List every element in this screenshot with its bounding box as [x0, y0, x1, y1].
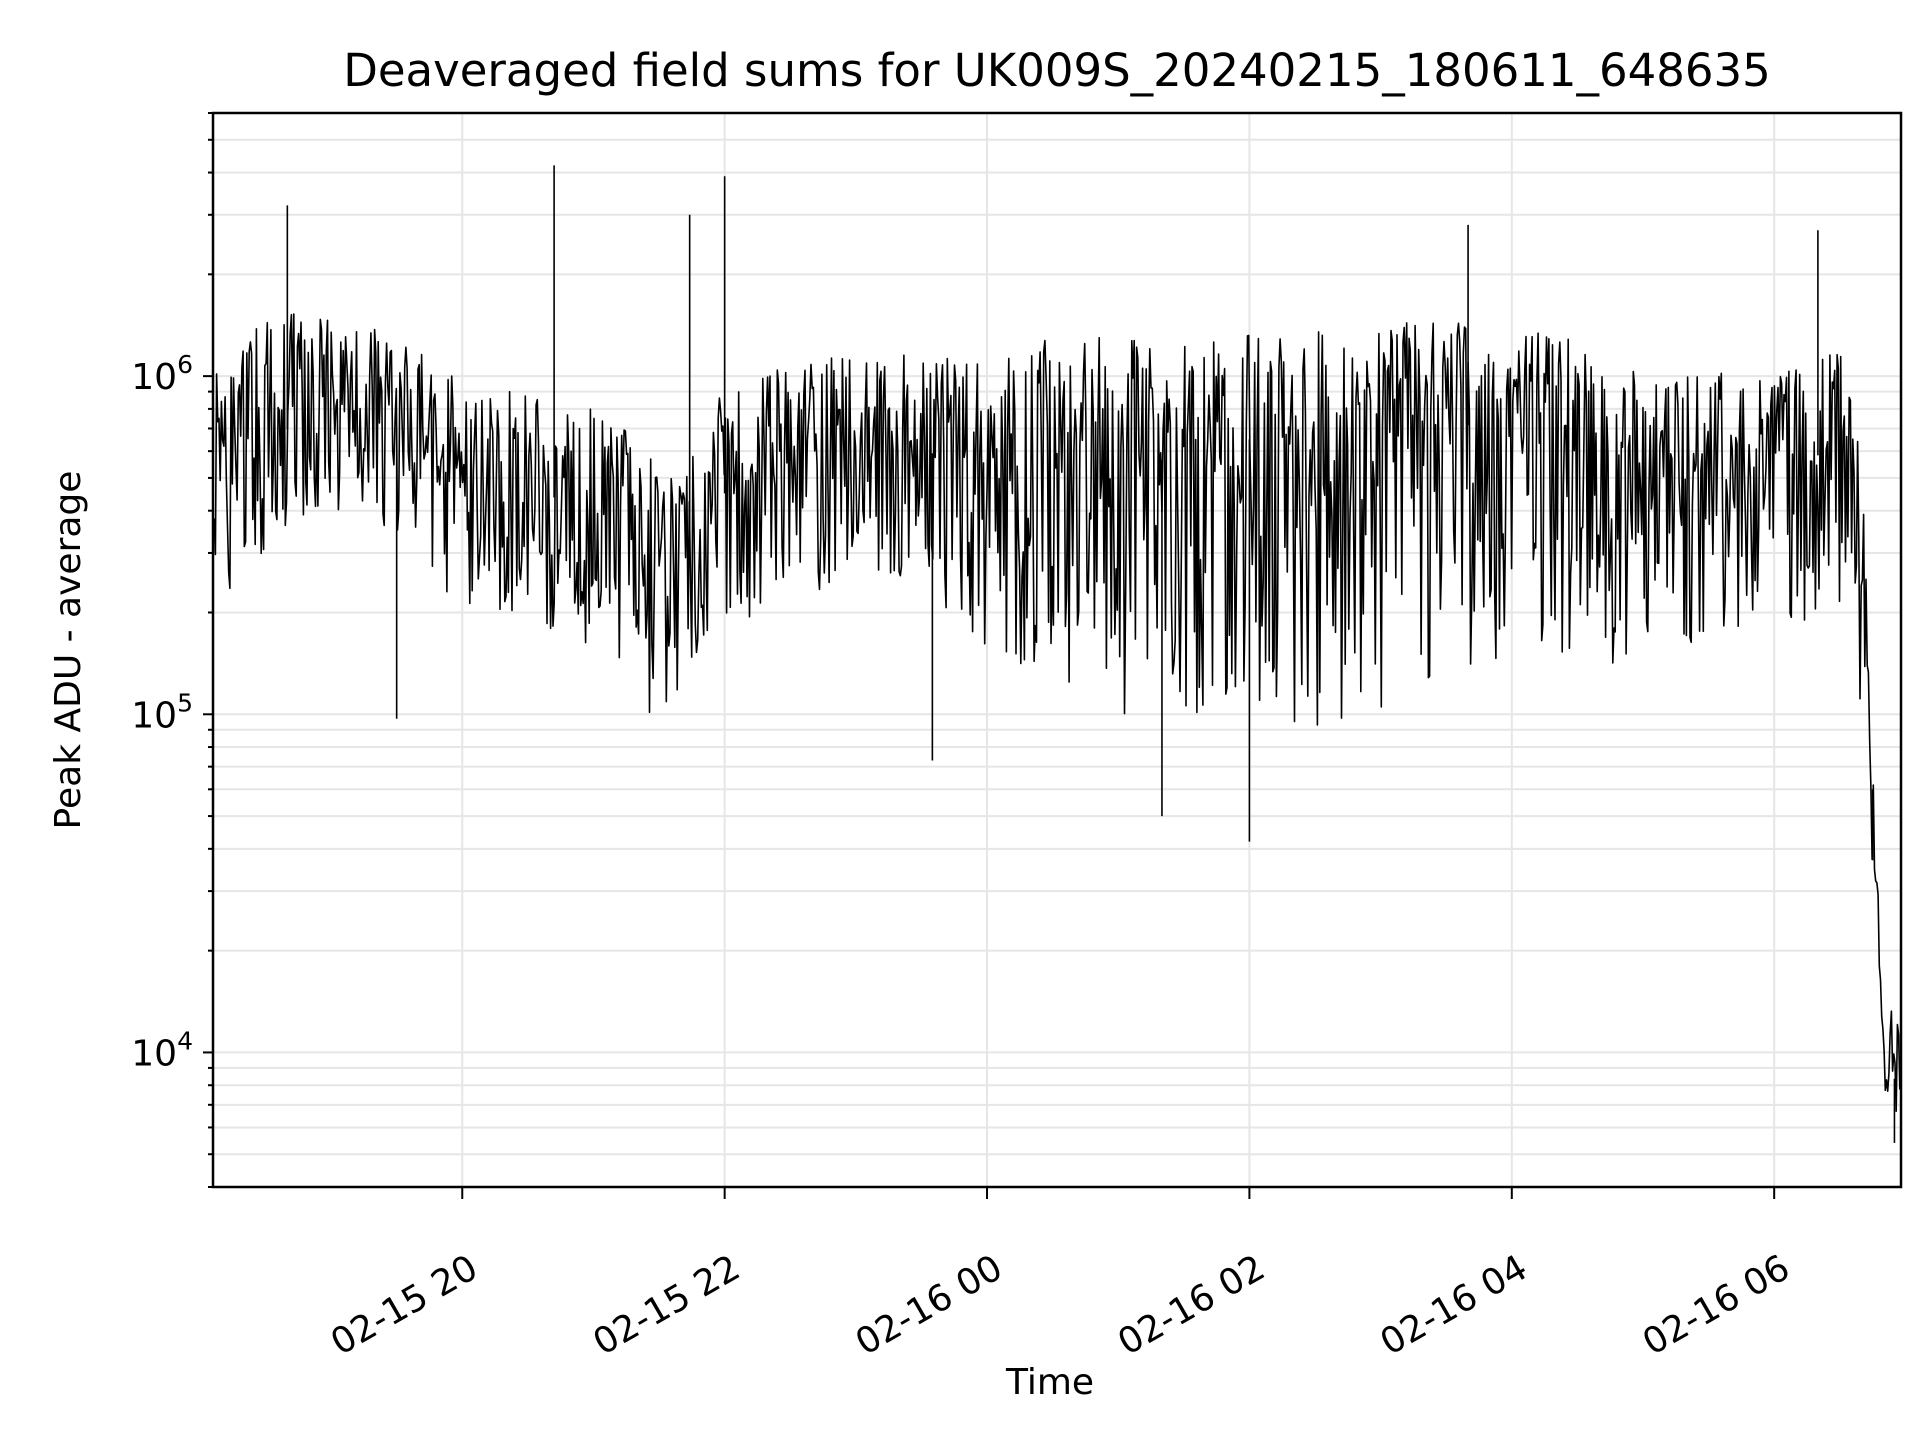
y-tick-label: 105	[131, 688, 193, 736]
data-line-series	[212, 165, 1902, 1143]
y-tick-label: 104	[131, 1026, 193, 1074]
y-axis-label: Peak ADU - average	[48, 471, 89, 830]
series-line	[212, 313, 1902, 1112]
chart-title: Deaveraged field sums for UK009S_2024021…	[343, 44, 1771, 97]
plot-area-frame	[211, 111, 1903, 1189]
x-axis-label: Time	[1005, 1362, 1094, 1403]
y-tick-label: 106	[131, 350, 193, 398]
